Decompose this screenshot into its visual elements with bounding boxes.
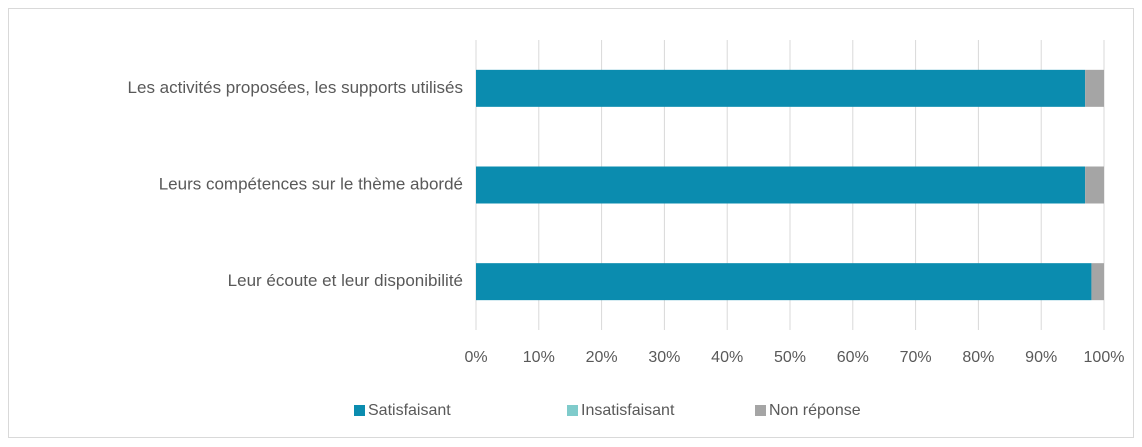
bar-segment <box>476 263 1092 301</box>
legend-label: Non réponse <box>769 402 861 419</box>
x-tick-label: 40% <box>711 349 743 366</box>
bar-segment <box>1085 69 1104 107</box>
x-tick-label: 30% <box>648 349 680 366</box>
legend-label: Satisfaisant <box>368 402 451 419</box>
x-tick-label: 20% <box>586 349 618 366</box>
x-tick-label: 80% <box>962 349 994 366</box>
x-tick-label: 70% <box>900 349 932 366</box>
x-tick-label: 60% <box>837 349 869 366</box>
legend-label: Insatisfaisant <box>581 402 675 419</box>
x-tick-label: 50% <box>774 349 806 366</box>
bar-segment <box>1085 166 1104 204</box>
x-tick-label: 10% <box>523 349 555 366</box>
legend-swatch <box>755 405 766 416</box>
bar-segment <box>476 166 1086 204</box>
bar-segment <box>476 69 1086 107</box>
legend-swatch <box>567 405 578 416</box>
y-tick-label: Les activités proposées, les supports ut… <box>128 78 463 97</box>
y-tick-label: Leur écoute et leur disponibilité <box>228 271 463 290</box>
x-tick-label: 100% <box>1084 349 1125 366</box>
x-tick-label: 0% <box>464 349 487 366</box>
x-tick-label: 90% <box>1025 349 1057 366</box>
legend-swatch <box>354 405 365 416</box>
bar-segment <box>1091 263 1104 301</box>
y-tick-label: Leurs compétences sur le thème abordé <box>159 174 463 193</box>
